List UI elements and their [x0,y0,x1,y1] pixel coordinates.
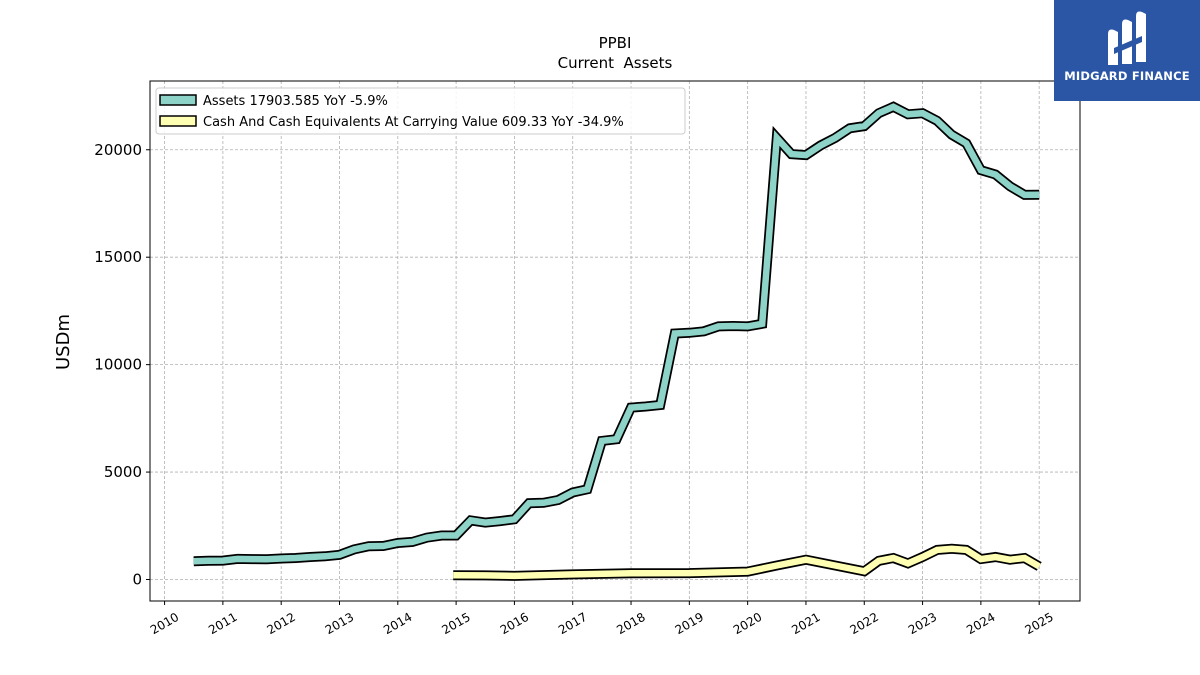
x-tick-label: 2025 [1022,610,1055,637]
x-tick-label: 2011 [206,610,239,637]
x-tick-label: 2010 [148,610,181,637]
x-tick-label: 2024 [964,610,997,637]
series-line-0 [193,103,1040,565]
x-tick-label: 2019 [673,610,706,637]
x-tick-label: 2018 [614,610,647,637]
plot-frame [149,80,1081,602]
y-tick-label: 0 [132,571,142,589]
legend: Assets 17903.585 YoY -5.9% Cash And Cash … [155,87,686,135]
logo-text: MIDGARD FINANCE [1064,69,1190,83]
legend-swatch-0 [159,94,197,106]
x-tick-label: 2014 [381,610,414,637]
chart-title: PPBI [599,34,632,52]
legend-label-1: Cash And Cash Equivalents At Carrying Va… [203,115,624,130]
y-tick-label: 15000 [94,248,142,266]
x-tick-label: 2015 [439,610,472,637]
legend-box [155,87,686,135]
x-tick-label: 2020 [731,610,764,637]
grid [150,81,1080,601]
legend-label-0: Assets 17903.585 YoY -5.9% [203,94,388,109]
series-outline-0 [193,101,1040,567]
logo-mark-icon [1054,0,1200,101]
x-tick-label: 2022 [848,610,881,637]
chart-subtitle: Current Assets [558,54,673,72]
y-tick-label: 20000 [94,141,142,159]
x-tick-label: 2021 [789,610,822,637]
series-layer [193,101,1042,581]
x-tick-label: 2023 [906,610,939,637]
x-tick-label: 2016 [498,610,531,637]
y-axis-label: USDm [53,314,74,370]
x-tick-label: 2012 [264,610,297,637]
x-tick-label: 2017 [556,610,589,637]
y-tick-label: 10000 [94,356,142,374]
x-tick-label: 2013 [323,610,356,637]
legend-swatch-1 [159,115,197,127]
series-line-1 [453,545,1041,580]
y-tick-label: 5000 [104,463,142,481]
midgard-finance-logo: MIDGARD FINANCE [1054,0,1200,101]
